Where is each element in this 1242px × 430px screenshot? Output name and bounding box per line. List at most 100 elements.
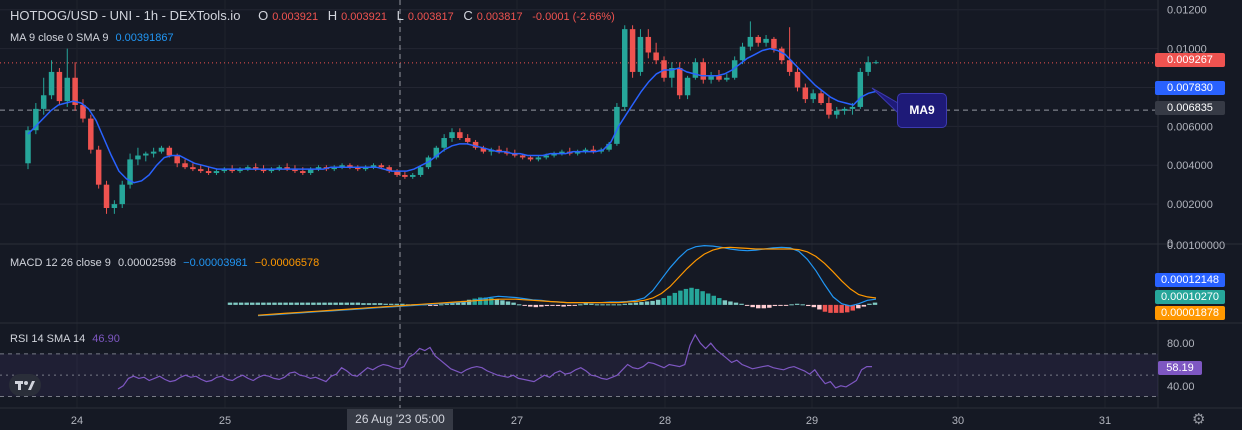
candle-body — [810, 93, 816, 100]
histogram-value-badge: 0.00010270 — [1155, 290, 1225, 304]
macd-histogram-bar — [717, 298, 722, 305]
candle-body — [590, 149, 597, 152]
close-value: 0.003817 — [476, 11, 523, 23]
macd-histogram-bar — [767, 304, 772, 308]
candle-body — [119, 184, 125, 205]
candle-body — [700, 62, 707, 80]
candle-body — [362, 167, 369, 170]
macd-histogram-bar — [756, 304, 761, 309]
macd-legend-label: MACD 12 26 close 9 — [10, 257, 111, 269]
macd-histogram-bar — [333, 302, 338, 305]
candle-body — [300, 171, 306, 174]
candle-body — [229, 169, 235, 172]
macd-histogram-bar — [272, 302, 277, 305]
candle-body — [127, 159, 133, 185]
candle-body — [661, 60, 667, 78]
macd-histogram-bar — [639, 302, 644, 305]
macd-histogram-bar — [750, 304, 755, 308]
macd-histogram-bar — [361, 303, 366, 305]
macd-histogram-bar — [700, 291, 705, 305]
macd-histogram-bar — [522, 304, 527, 306]
macd-histogram-bar — [672, 292, 678, 305]
macd-histogram-bar — [505, 301, 511, 305]
macd-histogram-bar — [238, 302, 244, 305]
macd-histogram-bar — [288, 302, 294, 305]
macd-histogram-bar — [316, 302, 322, 305]
macd-histogram-bar — [250, 302, 255, 305]
rsi-value-badge: 58.19 — [1158, 361, 1202, 375]
macd-histogram-bar — [572, 304, 577, 306]
macd-histogram-bar — [561, 304, 566, 307]
candle-body — [197, 169, 204, 172]
time-axis-tick-label: 29 — [806, 415, 818, 427]
price-axis-tick-label: 0.01200 — [1167, 5, 1207, 17]
tradingview-logo[interactable] — [9, 374, 41, 396]
time-axis-tick-label: 27 — [511, 415, 523, 427]
candle-body — [182, 163, 188, 168]
macd-histogram-bar — [761, 304, 767, 309]
macd-histogram-bar — [389, 303, 394, 305]
macd-legend-v2: −0.00003981 — [183, 257, 248, 269]
candle-body — [433, 147, 440, 158]
candle-body — [574, 151, 581, 154]
macd-legend[interactable]: MACD 12 26 close 9 0.00002598 −0.0000398… — [10, 257, 323, 269]
candle-body — [457, 132, 463, 139]
candle-body — [88, 118, 94, 150]
rsi-legend-value: 46.90 — [92, 333, 120, 345]
candle-body — [292, 169, 298, 172]
candle-body — [339, 165, 345, 168]
macd-histogram-bar — [633, 302, 639, 305]
price-axis-tick-label: 0.002000 — [1167, 199, 1213, 211]
candle-body — [64, 77, 71, 102]
settings-gear-icon[interactable]: ⚙ — [1192, 411, 1206, 428]
candle-body — [386, 167, 392, 172]
candle-body — [417, 167, 424, 175]
candle-body — [606, 143, 612, 150]
candle-body — [739, 46, 746, 61]
candle-body — [237, 169, 243, 172]
macd-histogram-bar — [867, 303, 872, 305]
macd-histogram-bar — [377, 303, 383, 305]
candle-body — [409, 174, 416, 177]
macd-histogram-bar — [494, 299, 500, 305]
close-label: C — [463, 8, 473, 23]
ma-legend-label: MA 9 close 0 SMA 9 — [10, 32, 109, 44]
ma-legend[interactable]: MA 9 close 0 SMA 9 0.00391867 — [10, 32, 178, 44]
ma9-callout[interactable]: MA9 — [897, 93, 947, 128]
candle-body — [307, 169, 314, 174]
macd-histogram-bar — [578, 304, 583, 306]
macd-histogram-bar — [300, 302, 305, 305]
macd-histogram-bar — [244, 302, 249, 305]
macd-histogram-bar — [667, 295, 672, 305]
macd-histogram-bar — [872, 302, 878, 305]
candle-body — [472, 141, 479, 148]
macd-histogram-bar — [344, 302, 349, 305]
macd-histogram-bar — [383, 303, 388, 305]
candle-body — [449, 132, 455, 139]
macd-histogram-bar — [444, 303, 450, 305]
price-axis-tick-label: 0.01000 — [1167, 44, 1207, 56]
rsi-legend-label: RSI 14 SMA 14 — [10, 333, 86, 345]
candle-body — [370, 165, 377, 168]
candle-body — [512, 153, 518, 156]
rsi-legend[interactable]: RSI 14 SMA 14 46.90 — [10, 333, 124, 345]
macd-histogram-bar — [233, 302, 238, 305]
macd-histogram-bar — [739, 303, 744, 305]
macd-histogram-bar — [305, 302, 311, 305]
ma9-price-badge: 0.007830 — [1155, 81, 1225, 95]
macd-histogram-bar — [711, 295, 716, 305]
macd-histogram-bar — [772, 304, 778, 307]
macd-histogram-bar — [472, 298, 477, 305]
candle-body — [40, 95, 47, 109]
candle-body — [80, 104, 86, 119]
candle-body — [559, 151, 565, 154]
candle-body — [143, 153, 149, 156]
macd-histogram-bar — [789, 304, 794, 306]
candle-body — [268, 169, 275, 172]
macd-histogram-bar — [433, 304, 438, 306]
macd-histogram-bar — [683, 288, 689, 305]
macd-histogram-bar — [400, 303, 405, 305]
candle-body — [378, 165, 385, 168]
